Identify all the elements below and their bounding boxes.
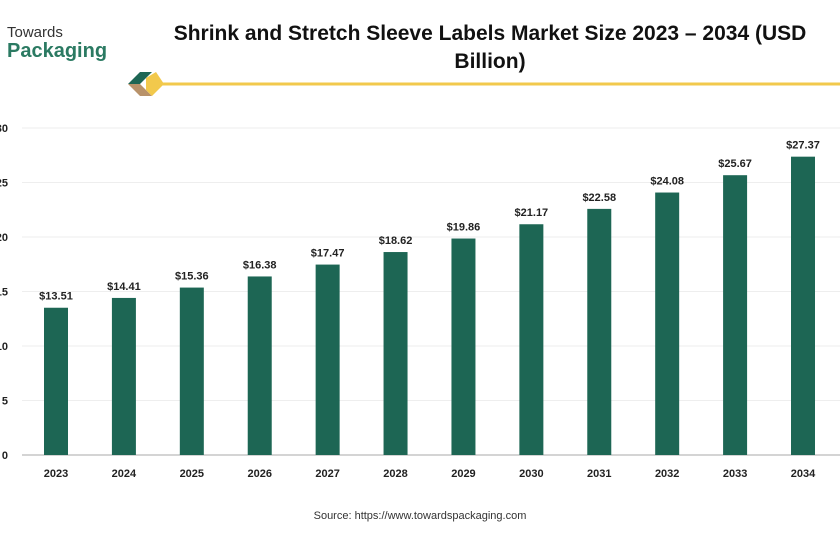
bar-2034 <box>791 156 815 456</box>
bar-2025 <box>179 287 204 455</box>
x-tick-label: 2034 <box>791 468 816 480</box>
x-tick-label: 2027 <box>315 468 339 480</box>
x-tick-label: 2024 <box>112 468 137 480</box>
y-tick-label: 10 <box>0 341 8 353</box>
data-label: $18.62 <box>379 235 413 247</box>
bar-2029 <box>451 238 476 455</box>
bar-2031 <box>587 208 612 455</box>
data-label: $24.08 <box>650 176 684 188</box>
bar-2033 <box>723 175 748 455</box>
logo-packaging: Packaging <box>7 40 108 62</box>
y-tick-label: 0 <box>2 450 8 462</box>
logo-towards: Towards <box>7 24 63 41</box>
bar-2024 <box>111 297 136 455</box>
data-label: $16.38 <box>243 259 277 271</box>
x-tick-label: 2025 <box>180 468 204 480</box>
source-note: Source: https://www.towardspackaging.com <box>313 510 527 522</box>
logo-mark-icon <box>128 72 840 96</box>
bar-2026 <box>247 276 272 455</box>
y-tick-label: 20 <box>0 232 8 244</box>
data-label: $14.41 <box>107 281 141 293</box>
bar-2028 <box>383 252 408 455</box>
data-label: $17.47 <box>311 248 345 260</box>
data-label: $27.37 <box>786 140 820 152</box>
x-tick-label: 2031 <box>587 468 611 480</box>
data-label: $19.86 <box>447 222 481 234</box>
data-label: $25.67 <box>718 158 752 170</box>
data-label: $21.17 <box>515 207 549 219</box>
x-tick-label: 2028 <box>383 468 407 480</box>
data-label: $13.51 <box>39 291 73 303</box>
y-tick-label: 30 <box>0 123 8 135</box>
bar-2030 <box>519 224 544 455</box>
y-tick-label: 15 <box>0 287 8 299</box>
bar-2032 <box>655 192 680 455</box>
chart-title: Shrink and Stretch Sleeve Labels Market … <box>173 22 807 73</box>
y-tick-label: 25 <box>0 178 8 190</box>
y-tick-label: 5 <box>2 396 8 408</box>
bar-2027 <box>315 264 340 455</box>
x-tick-label: 2030 <box>519 468 543 480</box>
x-tick-label: 2023 <box>44 468 68 480</box>
x-tick-label: 2032 <box>655 468 679 480</box>
x-tick-label: 2033 <box>723 468 747 480</box>
data-label: $15.36 <box>175 271 209 283</box>
data-label: $22.58 <box>582 192 616 204</box>
bar-2023 <box>44 307 68 455</box>
x-tick-label: 2026 <box>247 468 271 480</box>
x-tick-label: 2029 <box>451 468 475 480</box>
